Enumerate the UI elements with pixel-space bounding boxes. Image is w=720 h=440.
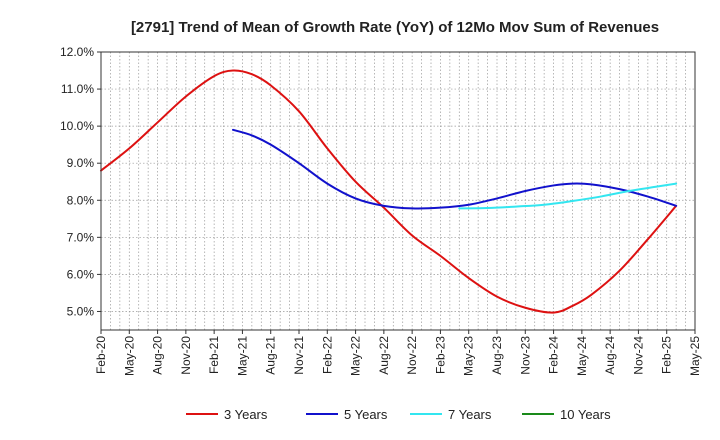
x-tick-label: Nov-23 (518, 336, 532, 375)
y-tick-label: 8.0% (67, 193, 95, 207)
series-line-7-years (458, 182, 678, 210)
x-tick-label: Feb-21 (207, 336, 221, 374)
legend-label: 5 Years (344, 407, 388, 422)
y-tick-label: 12.0% (60, 45, 94, 59)
x-tick-label: May-21 (235, 336, 249, 376)
series-line-3-years (100, 69, 678, 314)
x-tick-label: Feb-23 (433, 336, 447, 374)
legend-item-3-years: 3 Years (186, 407, 268, 422)
legend-item-10-years: 10 Years (522, 407, 611, 422)
plot-border (100, 51, 696, 331)
plot-area (101, 52, 695, 330)
legend-label: 7 Years (448, 407, 492, 422)
y-tick-label: 9.0% (67, 156, 95, 170)
x-tick-label: May-23 (462, 336, 476, 376)
y-tick-label: 6.0% (67, 267, 95, 281)
legend-label: 10 Years (560, 407, 611, 422)
y-tick-label: 7.0% (67, 230, 95, 244)
x-tick-label: Nov-24 (631, 336, 645, 375)
x-tick-label: May-25 (688, 336, 702, 376)
x-tick-label: Nov-22 (405, 336, 419, 375)
y-tick-label: 5.0% (67, 304, 95, 318)
x-tick-label: Feb-20 (94, 336, 108, 374)
x-tick-label: Feb-22 (320, 336, 334, 374)
x-tick-label: Aug-20 (151, 336, 165, 375)
chart-title: [2791] Trend of Mean of Growth Rate (YoY… (131, 19, 659, 36)
y-tick-label: 10.0% (60, 119, 94, 133)
x-tick-label: Aug-22 (377, 336, 391, 375)
x-tick-label: May-22 (349, 336, 363, 376)
x-tick-label: May-24 (575, 336, 589, 376)
legend: 3 Years 5 Years 7 Years 10 Years (186, 407, 611, 422)
x-tick-label: Feb-25 (660, 336, 674, 374)
legend-label: 3 Years (224, 407, 268, 422)
x-tick-label: Aug-24 (603, 336, 617, 375)
series-layer (100, 69, 678, 314)
x-tick-label: Feb-24 (547, 336, 561, 374)
x-tick-label: Nov-20 (179, 336, 193, 375)
x-tick-label: Aug-23 (490, 336, 504, 375)
legend-item-5-years: 5 Years (306, 407, 388, 422)
x-tick-label: Nov-21 (292, 336, 306, 375)
x-tick-label: Aug-21 (264, 336, 278, 375)
series-line-5-years (232, 128, 678, 210)
y-tick-label: 11.0% (61, 82, 94, 96)
plot-background (101, 52, 695, 330)
axes: 5.0% 6.0% 7.0% 8.0% 9.0% 10.0% 11.0% 12.0% Feb-2… (60, 45, 702, 376)
x-tick-label: May-20 (122, 336, 136, 376)
legend-item-7-years: 7 Years (410, 407, 492, 422)
